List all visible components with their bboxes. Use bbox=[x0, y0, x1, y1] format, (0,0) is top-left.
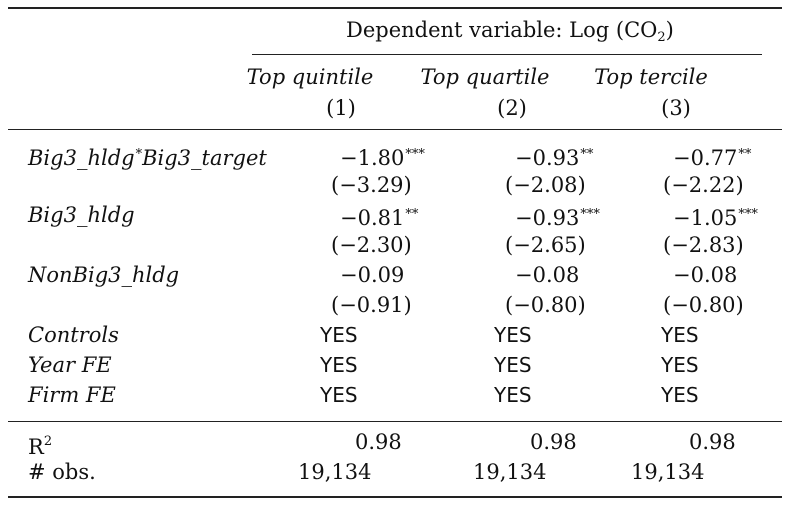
row-label-firm-fe: Firm FE bbox=[28, 383, 116, 407]
obs-cell: 19,134 bbox=[473, 460, 547, 484]
yes-cell: YES bbox=[494, 383, 532, 407]
header-rule bbox=[8, 129, 782, 130]
coef-cell: −0.08 bbox=[515, 263, 580, 287]
coef-cell: −0.77** bbox=[673, 146, 752, 170]
col1-number: (1) bbox=[326, 96, 356, 120]
obs-cell: 19,134 bbox=[631, 460, 705, 484]
stats-rule bbox=[8, 421, 782, 422]
yes-cell: YES bbox=[320, 323, 358, 347]
yes-cell: YES bbox=[661, 353, 699, 377]
coef-cell: −0.93*** bbox=[515, 206, 600, 230]
tstat-cell: (−0.80) bbox=[505, 293, 586, 317]
row-label-big3-hldg: Big3_hldg bbox=[28, 203, 135, 227]
yes-cell: YES bbox=[320, 353, 358, 377]
r2-cell: 0.98 bbox=[689, 430, 736, 454]
tstat-cell: (−2.83) bbox=[663, 233, 744, 257]
dep-var-underline bbox=[252, 54, 762, 55]
bottom-rule bbox=[8, 496, 782, 498]
row-label-year-fe: Year FE bbox=[28, 353, 112, 377]
col2-number: (2) bbox=[497, 96, 527, 120]
col2-header: Top quartile bbox=[420, 65, 550, 89]
coef-cell: −1.80*** bbox=[340, 146, 425, 170]
r2-cell: 0.98 bbox=[355, 430, 402, 454]
yes-cell: YES bbox=[661, 383, 699, 407]
tstat-cell: (−2.08) bbox=[505, 173, 586, 197]
coef-cell: −0.08 bbox=[673, 263, 738, 287]
yes-cell: YES bbox=[494, 323, 532, 347]
yes-cell: YES bbox=[494, 353, 532, 377]
col3-header: Top tercile bbox=[594, 65, 708, 89]
coef-cell: −0.09 bbox=[340, 263, 405, 287]
tstat-cell: (−2.22) bbox=[663, 173, 744, 197]
yes-cell: YES bbox=[661, 323, 699, 347]
coef-cell: −1.05*** bbox=[673, 206, 758, 230]
row-label-obs: # obs. bbox=[28, 460, 96, 484]
tstat-cell: (−2.65) bbox=[505, 233, 586, 257]
col1-header: Top quintile bbox=[246, 65, 374, 89]
dependent-variable-label: Dependent variable: Log (CO2) bbox=[346, 18, 674, 45]
top-rule bbox=[8, 7, 782, 9]
tstat-cell: (−2.30) bbox=[331, 233, 412, 257]
coef-cell: −0.93** bbox=[515, 146, 594, 170]
r2-cell: 0.98 bbox=[530, 430, 577, 454]
row-label-controls: Controls bbox=[28, 323, 119, 347]
tstat-cell: (−0.91) bbox=[331, 293, 412, 317]
yes-cell: YES bbox=[320, 383, 358, 407]
tstat-cell: (−0.80) bbox=[663, 293, 744, 317]
col3-number: (3) bbox=[661, 96, 691, 120]
tstat-cell: (−3.29) bbox=[331, 173, 412, 197]
row-label-r2: R2 bbox=[28, 434, 53, 459]
obs-cell: 19,134 bbox=[298, 460, 372, 484]
row-label-nonbig3-hldg: NonBig3_hldg bbox=[28, 263, 180, 287]
row-label-big3-interaction: Big3_hldg*Big3_target bbox=[28, 146, 267, 170]
coef-cell: −0.81** bbox=[340, 206, 419, 230]
